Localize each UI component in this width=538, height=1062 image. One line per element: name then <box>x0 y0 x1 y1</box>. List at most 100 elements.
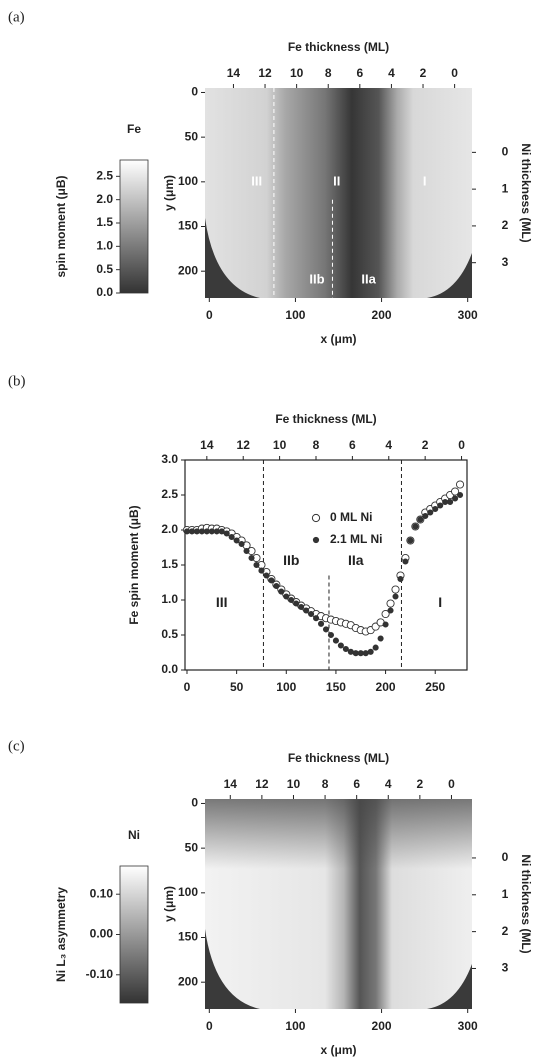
data-point <box>372 644 379 651</box>
panel-label: (b) <box>8 373 26 389</box>
data-point <box>228 533 235 541</box>
legend-label: 2.1 ML Ni <box>330 532 382 546</box>
colorbar-tick-label: -0.10 <box>86 967 114 981</box>
data-point <box>342 645 349 653</box>
data-point <box>391 585 400 594</box>
data-point <box>203 528 210 535</box>
region-label: III <box>251 173 262 188</box>
x-tick-label: 100 <box>276 680 296 694</box>
region-label: IIa <box>361 272 376 287</box>
region-label: I <box>423 173 427 188</box>
x-tick-label: 200 <box>372 1019 392 1033</box>
y-tick-label: 150 <box>178 930 198 944</box>
x-tick-label: 300 <box>458 1019 478 1033</box>
data-point <box>183 528 191 535</box>
x-tick-label: 0 <box>206 1019 213 1033</box>
x2-tick-label: 2 <box>417 777 424 791</box>
legend-marker <box>312 536 320 544</box>
data-point <box>293 600 300 607</box>
colorbar-tick-label: 1.0 <box>96 239 113 253</box>
data-point <box>188 528 196 535</box>
x2-axis-label: Fe thickness (ML) <box>288 751 389 765</box>
y-axis-label: Fe spin moment (μB) <box>127 505 141 624</box>
y-tick-label: 50 <box>185 840 199 854</box>
data-point <box>387 607 394 614</box>
y-axis-label: y (μm) <box>162 886 176 922</box>
data-point <box>332 637 339 644</box>
x2-tick-label: 12 <box>258 66 272 80</box>
y-tick-label: 2.5 <box>161 487 178 501</box>
data-point <box>337 642 344 649</box>
x2-tick-label: 0 <box>451 66 458 80</box>
data-point <box>218 528 225 535</box>
data-point <box>248 554 255 562</box>
x2-tick-label: 10 <box>290 66 304 80</box>
y2-tick-label: 3 <box>502 961 509 975</box>
x2-tick-label: 6 <box>349 438 356 452</box>
x-tick-label: 50 <box>230 680 244 694</box>
colorbar <box>119 159 149 294</box>
corner-shadow <box>205 218 260 298</box>
heatmap-image <box>205 88 472 298</box>
data-point <box>223 530 230 537</box>
data-point <box>322 626 330 633</box>
data-point <box>268 577 275 584</box>
y2-tick-label: 1 <box>502 181 509 195</box>
y2-tick-label: 3 <box>502 255 509 269</box>
y2-tick-label: 2 <box>502 924 509 938</box>
panel-label: (c) <box>8 738 25 754</box>
y2-tick-label: 1 <box>502 887 509 901</box>
x-tick-label: 0 <box>184 680 191 694</box>
x-tick-label: 300 <box>458 308 478 322</box>
data-point <box>352 650 359 657</box>
y-tick-label: 1.5 <box>161 557 178 571</box>
data-point <box>451 487 460 496</box>
y2-axis-label: Ni thickness (ML) <box>519 143 533 242</box>
data-point <box>357 650 364 657</box>
corner-shadow <box>205 929 260 1009</box>
data-point <box>392 593 399 600</box>
data-point <box>327 631 335 639</box>
x-tick-label: 200 <box>376 680 396 694</box>
data-point <box>437 502 444 509</box>
y2-axis-label: Ni thickness (ML) <box>519 854 533 953</box>
data-point <box>278 588 285 595</box>
x2-tick-label: 0 <box>458 438 465 452</box>
data-point <box>382 621 389 628</box>
x2-tick-label: 8 <box>313 438 320 452</box>
data-point <box>432 505 439 513</box>
colorbar-tick-label: 2.0 <box>96 192 113 206</box>
data-point <box>427 509 434 516</box>
colorbar-tick-label: 0.5 <box>96 262 113 276</box>
data-point <box>298 603 305 611</box>
y2-tick-label: 2 <box>502 218 509 232</box>
y-tick-label: 0 <box>191 796 198 810</box>
colorbar-tick-label: 1.5 <box>96 215 113 229</box>
noise-band <box>205 799 472 869</box>
data-point <box>447 498 454 506</box>
legend-label: 0 ML Ni <box>330 510 372 524</box>
y-tick-label: 50 <box>185 129 199 143</box>
y-tick-label: 1.0 <box>161 592 178 606</box>
plot-frame <box>184 459 468 671</box>
y-tick-label: 2.0 <box>161 522 178 536</box>
x2-tick-label: 8 <box>322 777 329 791</box>
x-axis-label: x (μm) <box>320 1043 356 1057</box>
colorbar-label: spin moment (μB) <box>54 175 68 277</box>
region-label: IIa <box>348 552 364 568</box>
data-point <box>258 567 265 574</box>
corner-shadow <box>427 964 472 1009</box>
legend-marker <box>311 513 321 523</box>
data-point <box>303 607 310 614</box>
x2-tick-label: 4 <box>388 66 395 80</box>
x2-tick-label: 6 <box>353 777 360 791</box>
y-tick-label: 0 <box>191 85 198 99</box>
y-tick-label: 0.5 <box>161 627 178 641</box>
y-tick-label: 3.0 <box>161 452 178 466</box>
x2-tick-label: 6 <box>356 66 363 80</box>
data-point <box>422 512 429 520</box>
data-point <box>253 561 260 569</box>
x-tick-label: 0 <box>206 308 213 322</box>
data-point <box>417 516 424 523</box>
